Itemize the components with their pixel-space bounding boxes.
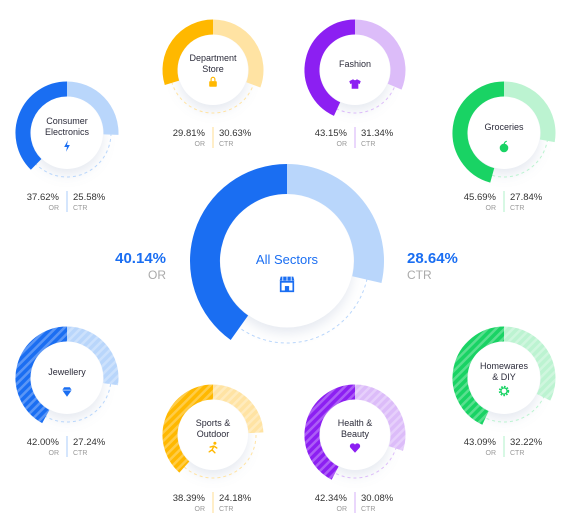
sector-label: Consumer [46,116,88,126]
sector-label: Fashion [339,59,371,69]
ring-hole [31,342,103,414]
or-arc [452,326,505,425]
or-arc [162,19,214,86]
lightning-icon [64,140,70,152]
or-arc [162,384,214,473]
ctr-unit: CTR [510,205,524,212]
ring-jewellery[interactable]: Jewellery [15,326,119,424]
or-unit: OR [49,450,60,457]
or-unit: OR [486,205,497,212]
ring-groceries[interactable]: Groceries [452,81,556,183]
sector-label: Beauty [341,429,370,439]
ctr-arc [503,81,556,143]
ring-all-sectors[interactable]: All Sectors [190,164,384,344]
sector-label: Outdoor [197,429,230,439]
or-unit: OR [486,450,497,457]
ring-health-beauty[interactable]: Health &Beauty [304,384,406,480]
ring-hole [31,97,103,169]
center-or-value: 40.14% [115,250,166,267]
or-value: 38.39% [173,493,206,504]
ctr-unit: CTR [73,450,87,457]
ring-hole [220,194,354,328]
ctr-arc [212,384,264,434]
ring-fashion[interactable]: Fashion [304,19,406,116]
or-arc [190,164,288,340]
tshirt-icon [349,79,361,89]
ring-hole [320,400,390,470]
sector-label: Electronics [45,127,90,137]
ctr-value: 31.34% [361,128,394,139]
ctr-unit: CTR [361,506,375,513]
ctr-arc [212,19,264,88]
ctr-value: 27.84% [510,192,543,203]
sector-label: Store [202,64,224,74]
ring-hole [468,97,540,169]
diamond-icon [62,387,72,397]
apple-icon [499,140,509,153]
ring-homewares-diy[interactable]: Homewares& DIY [452,326,556,425]
heart-icon [349,443,361,453]
sector-label: Department [189,53,237,63]
center-label: All Sectors [256,252,319,267]
center-or-unit: OR [148,268,166,282]
ctr-unit: CTR [219,506,233,513]
or-arc [304,19,356,116]
ctr-unit: CTR [219,141,233,148]
ctr-unit: CTR [73,205,87,212]
store-icon [279,276,295,293]
or-unit: OR [195,141,206,148]
center-ctr-value: 28.64% [407,250,458,267]
ctr-value: 30.63% [219,128,252,139]
runner-icon [208,441,218,454]
ring-sports-outdoor[interactable]: Sports &Outdoor [162,384,264,479]
ring-hole [178,400,248,470]
or-unit: OR [337,506,348,513]
or-unit: OR [195,506,206,513]
gear-icon [498,385,510,397]
ctr-arc [286,164,384,283]
or-unit: OR [337,141,348,148]
or-value: 42.34% [315,493,348,504]
ctr-value: 25.58% [73,192,106,203]
or-unit: OR [49,205,60,212]
or-value: 43.09% [464,437,497,448]
shopping-bag-icon [209,76,217,87]
sector-label: Groceries [484,122,524,132]
or-arc [15,326,68,424]
ctr-arc [66,81,119,135]
sector-label: Health & [338,418,373,428]
ctr-value: 24.18% [219,493,252,504]
sector-label: Sports & [196,418,231,428]
or-arc [15,81,68,170]
sector-label: & DIY [492,372,516,382]
ctr-arc [354,19,406,90]
ring-hole [178,35,248,105]
ring-hole [320,35,390,105]
ctr-value: 32.22% [510,437,543,448]
or-value: 37.62% [27,192,60,203]
or-value: 43.15% [315,128,348,139]
sector-label: Jewellery [48,367,86,377]
or-value: 29.81% [173,128,206,139]
ctr-arc [503,326,556,401]
or-arc [452,81,505,183]
ctr-arc [66,326,119,386]
ctr-value: 27.24% [73,437,106,448]
ring-hole [468,342,540,414]
or-value: 45.69% [464,192,497,203]
center-ctr-unit: CTR [407,268,432,282]
ctr-unit: CTR [361,141,375,148]
or-value: 42.00% [27,437,60,448]
sector-label: Homewares [480,361,529,371]
ctr-unit: CTR [510,450,524,457]
ctr-value: 30.08% [361,493,394,504]
or-arc [304,384,356,480]
ctr-arc [354,384,406,451]
